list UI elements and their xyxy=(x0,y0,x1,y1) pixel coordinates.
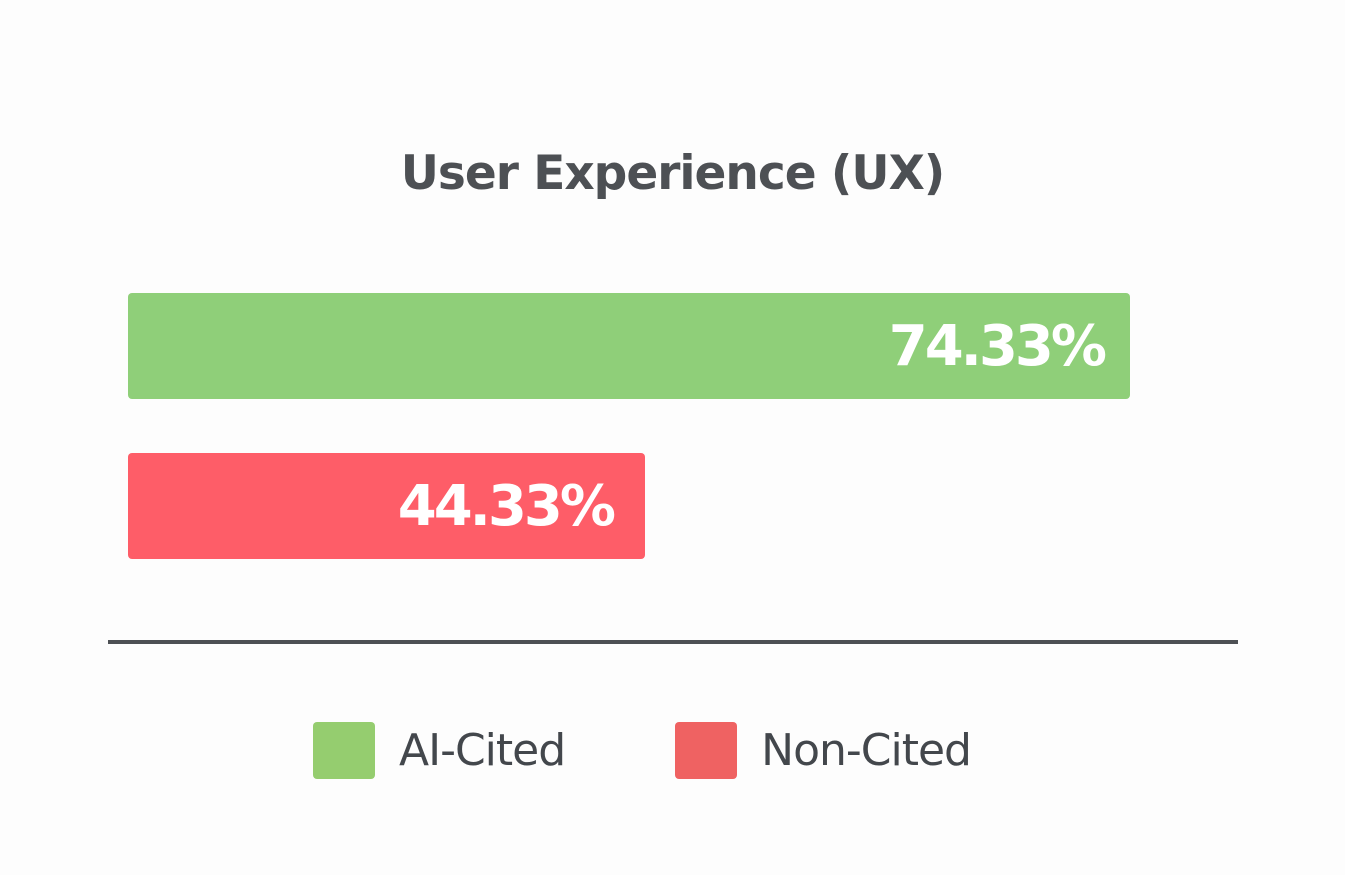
legend-label: AI-Cited xyxy=(399,725,566,776)
legend-swatch-red xyxy=(675,722,738,779)
chart-legend: AI-Cited Non-Cited xyxy=(313,722,972,779)
legend-item-ai-cited: AI-Cited xyxy=(313,722,566,779)
bar-value-label: 44.33% xyxy=(397,473,616,539)
legend-item-non-cited: Non-Cited xyxy=(675,722,972,779)
legend-swatch-green xyxy=(313,722,375,779)
bar-value-label: 74.33% xyxy=(888,313,1107,379)
bar-ai-cited: 74.33% xyxy=(128,293,1130,399)
legend-label: Non-Cited xyxy=(761,725,972,776)
axis-baseline xyxy=(108,640,1238,644)
bar-non-cited: 44.33% xyxy=(128,453,645,559)
chart-title: User Experience (UX) xyxy=(400,146,946,201)
